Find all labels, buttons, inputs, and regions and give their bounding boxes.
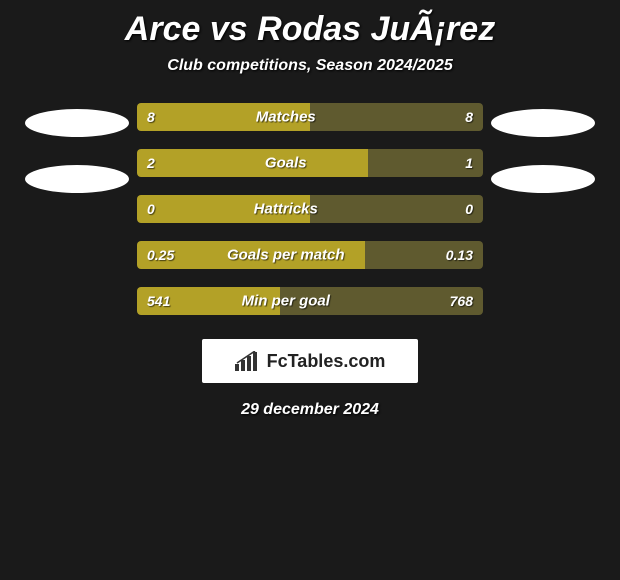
stat-bar: 2 Goals 1 <box>137 149 483 177</box>
left-player-column <box>17 103 137 193</box>
stat-value-left: 0.25 <box>147 247 174 263</box>
player-placeholder-icon <box>491 109 595 137</box>
stat-value-left: 0 <box>147 201 155 217</box>
stat-value-left: 2 <box>147 155 155 171</box>
stat-bar: 0.25 Goals per match 0.13 <box>137 241 483 269</box>
stat-bar: 541 Min per goal 768 <box>137 287 483 315</box>
stat-value-right: 1 <box>465 155 473 171</box>
stat-bar-right-fill <box>310 195 483 223</box>
team-placeholder-icon <box>25 165 129 193</box>
root-container: Arce vs Rodas JuÃ¡rez Club competitions,… <box>0 0 620 419</box>
stat-value-right: 0 <box>465 201 473 217</box>
stat-label: Min per goal <box>242 293 330 310</box>
stat-label: Hattricks <box>254 201 318 218</box>
stat-value-left: 541 <box>147 293 170 309</box>
title-vs: vs <box>210 10 248 48</box>
page-title: Arce vs Rodas JuÃ¡rez <box>125 10 495 49</box>
stat-bar: 0 Hattricks 0 <box>137 195 483 223</box>
bar-chart-icon <box>235 351 261 371</box>
branding-text: FcTables.com <box>267 351 386 372</box>
date-text: 29 december 2024 <box>241 401 379 419</box>
stat-label: Goals <box>265 155 307 172</box>
team-placeholder-icon <box>491 165 595 193</box>
stat-value-right: 0.13 <box>446 247 473 263</box>
stat-value-right: 8 <box>465 109 473 125</box>
branding-badge: FcTables.com <box>202 339 418 383</box>
stat-label: Goals per match <box>227 247 345 264</box>
player-placeholder-icon <box>25 109 129 137</box>
subtitle: Club competitions, Season 2024/2025 <box>167 57 452 75</box>
stat-bar-right-fill <box>310 103 483 131</box>
stat-label: Matches <box>256 109 316 126</box>
title-left-player: Arce <box>125 10 201 48</box>
stats-area: 8 Matches 8 2 Goals 1 0 Hattricks 0 0.25 Goals per… <box>0 103 620 315</box>
stat-bar-left-fill <box>137 149 368 177</box>
stat-value-right: 768 <box>450 293 473 309</box>
title-right-player: Rodas JuÃ¡rez <box>257 10 495 48</box>
stat-value-left: 8 <box>147 109 155 125</box>
stat-bar: 8 Matches 8 <box>137 103 483 131</box>
stat-bars-column: 8 Matches 8 2 Goals 1 0 Hattricks 0 0.25 Goals per… <box>137 103 483 315</box>
right-player-column <box>483 103 603 193</box>
